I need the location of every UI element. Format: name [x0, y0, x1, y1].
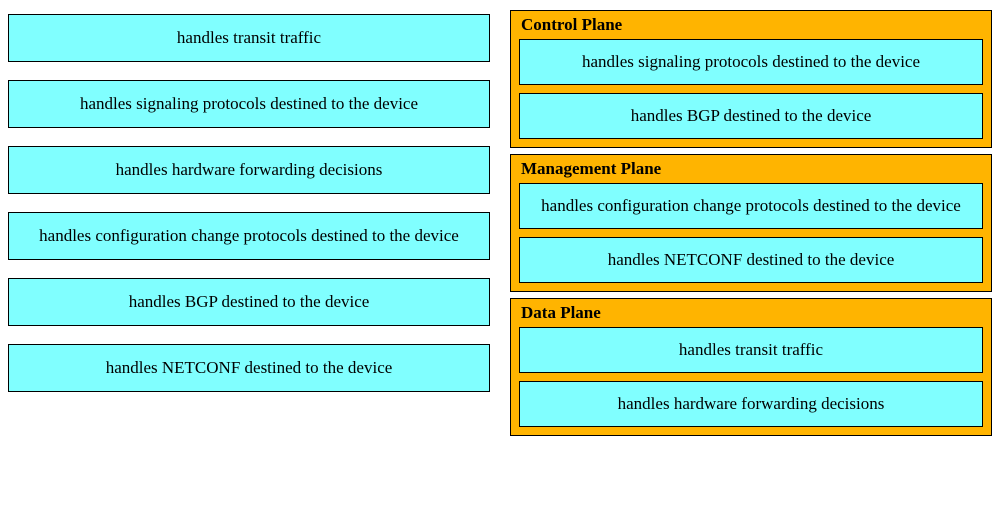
source-item[interactable]: handles BGP destined to the device — [8, 278, 490, 326]
source-item[interactable]: handles hardware forwarding decisions — [8, 146, 490, 194]
diagram-container: handles transit traffic handles signalin… — [0, 0, 1000, 446]
plane-title: Management Plane — [519, 159, 983, 179]
plane-item[interactable]: handles transit traffic — [519, 327, 983, 373]
plane-title: Control Plane — [519, 15, 983, 35]
planes-column: Control Plane handles signaling protocol… — [510, 10, 992, 436]
plane-item[interactable]: handles NETCONF destined to the device — [519, 237, 983, 283]
plane-items: handles transit traffic handles hardware… — [519, 327, 983, 427]
source-column: handles transit traffic handles signalin… — [8, 10, 490, 436]
source-item[interactable]: handles NETCONF destined to the device — [8, 344, 490, 392]
management-plane-group: Management Plane handles configuration c… — [510, 154, 992, 292]
source-item[interactable]: handles signaling protocols destined to … — [8, 80, 490, 128]
source-item[interactable]: handles transit traffic — [8, 14, 490, 62]
plane-item[interactable]: handles configuration change protocols d… — [519, 183, 983, 229]
plane-items: handles configuration change protocols d… — [519, 183, 983, 283]
plane-items: handles signaling protocols destined to … — [519, 39, 983, 139]
plane-item[interactable]: handles BGP destined to the device — [519, 93, 983, 139]
plane-item[interactable]: handles signaling protocols destined to … — [519, 39, 983, 85]
source-item[interactable]: handles configuration change protocols d… — [8, 212, 490, 260]
plane-item[interactable]: handles hardware forwarding decisions — [519, 381, 983, 427]
control-plane-group: Control Plane handles signaling protocol… — [510, 10, 992, 148]
data-plane-group: Data Plane handles transit traffic handl… — [510, 298, 992, 436]
plane-title: Data Plane — [519, 303, 983, 323]
